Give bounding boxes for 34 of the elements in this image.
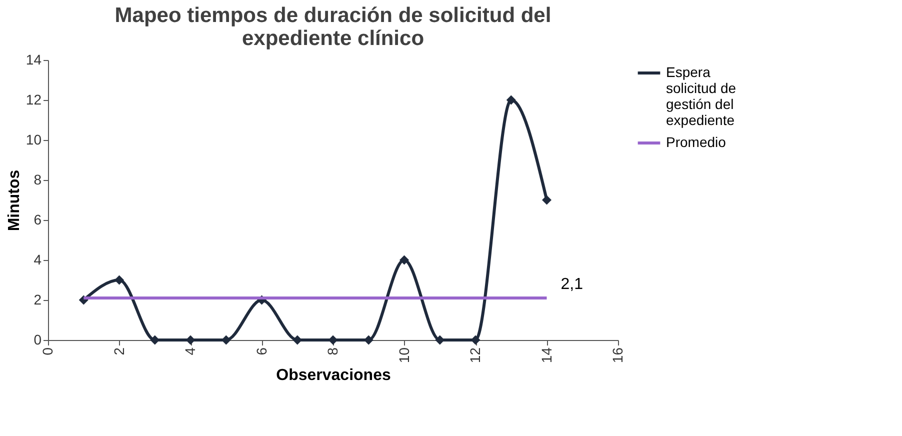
x-tick-label: 0: [40, 347, 56, 356]
legend-label: Promedio: [666, 134, 726, 150]
point: [470, 335, 480, 345]
point: [364, 335, 374, 345]
y-tick-label: 8: [34, 172, 42, 188]
x-tick-label: 2: [110, 347, 127, 356]
y-tick-label: 6: [34, 212, 42, 228]
point: [186, 335, 196, 345]
x-tick-label: 12: [467, 347, 483, 364]
y-tick-label: 2: [34, 292, 42, 308]
point: [506, 95, 516, 105]
point: [328, 335, 338, 345]
y-tick-label: 14: [26, 52, 42, 68]
y-tick-label: 10: [26, 132, 42, 148]
x-axis-title: Observaciones: [276, 367, 391, 384]
x-tick-label: 4: [182, 347, 198, 356]
point: [221, 335, 231, 345]
x-tick-label: 16: [610, 347, 626, 364]
point: [292, 335, 302, 345]
x-tick-label: 14: [538, 347, 554, 364]
point: [150, 335, 160, 345]
y-tick-label: 4: [34, 252, 42, 268]
point: [435, 335, 445, 345]
x-tick-label: 8: [324, 347, 340, 356]
data-label: 2,1: [560, 276, 584, 293]
x-tick-label: 6: [253, 347, 270, 356]
y-axis-title: Minutos: [6, 170, 23, 232]
point: [400, 255, 409, 265]
point: [114, 275, 124, 285]
chart-title: Mapeo tiempos de duración de solicitud del expediente clínico: [114, 4, 552, 50]
y-tick-label: 12: [26, 92, 42, 108]
point: [542, 195, 552, 205]
legend-label: Espera solicitud de gestión del expediente: [666, 64, 736, 128]
x-tick-label: 10: [396, 347, 412, 364]
